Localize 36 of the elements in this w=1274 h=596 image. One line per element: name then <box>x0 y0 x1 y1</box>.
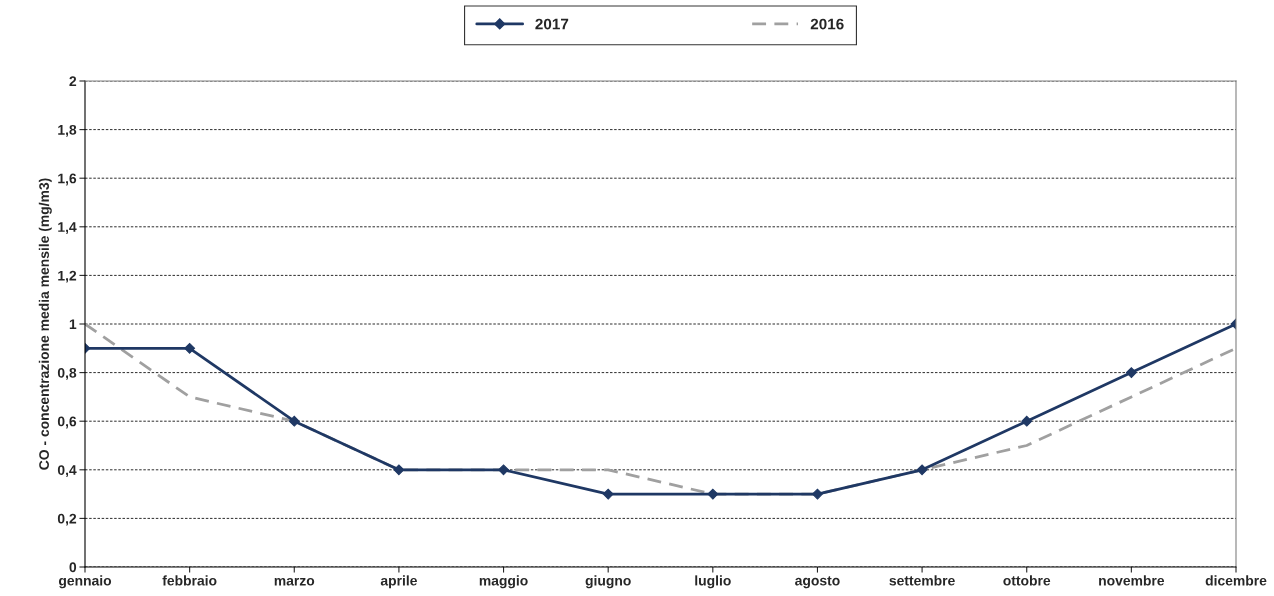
x-tick-label: giugno <box>585 575 631 589</box>
y-tick-label: 1,2 <box>58 270 77 283</box>
y-tick-label: 1,4 <box>58 222 77 234</box>
point <box>602 488 614 500</box>
x-tick-label: gennaio <box>58 575 112 589</box>
x-tick-label: aprile <box>380 575 417 589</box>
x-tick-label: maggio <box>479 575 528 589</box>
legend-label: 2017 <box>535 18 569 30</box>
y-tick-label: 1,6 <box>58 173 77 186</box>
y-tick-label: 0,6 <box>57 416 77 429</box>
x-tick-label: novembre <box>1099 575 1165 586</box>
y-tick-label: 0,4 <box>57 465 77 477</box>
y-tick-label: 0 <box>69 562 77 573</box>
x-tick-label: agosto <box>795 576 840 589</box>
x-tick-label: luglio <box>695 575 731 589</box>
y-tick-label: 0,8 <box>57 367 77 380</box>
point <box>1125 367 1137 379</box>
y-tick-label: 2 <box>69 76 77 87</box>
point <box>916 464 928 476</box>
legend-label: 2016 <box>810 18 844 30</box>
point <box>812 488 823 500</box>
point <box>498 464 509 476</box>
y-axis-title: CO - concentrazione media mensile (mg/m3) <box>38 178 52 470</box>
point <box>288 415 300 427</box>
x-tick-label: dicembre <box>1205 575 1267 586</box>
point <box>184 342 196 354</box>
x-tick-label: febbraio <box>162 575 217 586</box>
y-tick-label: 1 <box>69 319 77 330</box>
point <box>1021 415 1033 427</box>
point <box>393 464 405 476</box>
y-tick-label: 0,2 <box>57 513 77 526</box>
point <box>707 488 719 500</box>
x-tick-label: settembre <box>889 575 955 586</box>
x-tick-label: ottobre <box>1003 575 1051 586</box>
y-tick-label: 1,8 <box>58 124 77 137</box>
x-tick-label: marzo <box>274 577 315 586</box>
